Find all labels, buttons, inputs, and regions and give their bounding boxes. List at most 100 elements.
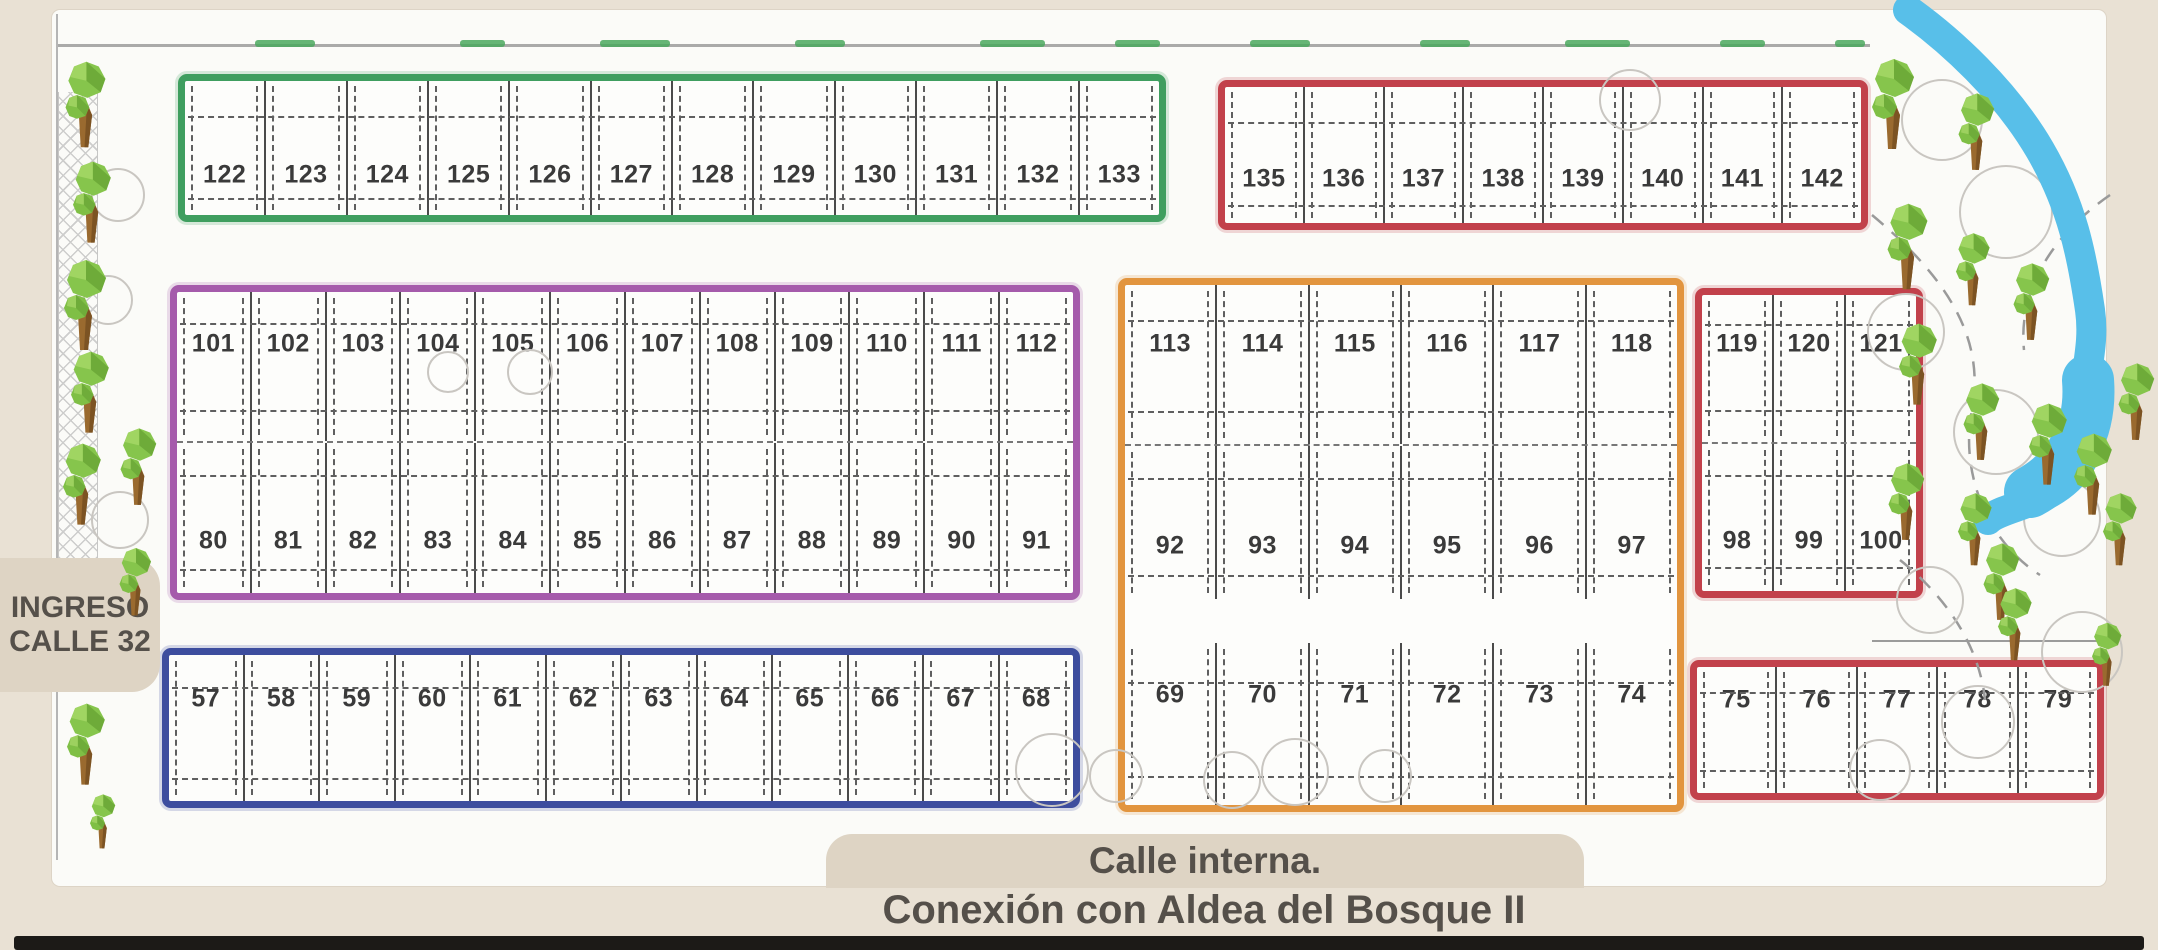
lot-setback-lines: [930, 660, 992, 796]
lot-setback-lines: [557, 449, 618, 588]
lot-setback-lines: [477, 660, 539, 796]
lot-number: 95: [1432, 531, 1462, 560]
lot-setback-lines: [1315, 649, 1394, 799]
lot-87: 87: [698, 443, 774, 593]
lot-71: 71: [1307, 643, 1400, 806]
lot-number: 128: [691, 160, 735, 189]
lot-142: 142: [1781, 87, 1861, 223]
lot-123: 123: [264, 81, 345, 215]
lot-number: 89: [872, 526, 902, 554]
lot-69: 69: [1125, 643, 1215, 805]
lot-98: 98: [1702, 444, 1772, 591]
lot-setback-lines: [1315, 291, 1394, 438]
lot-number: 106: [565, 329, 610, 358]
lot-number: 85: [573, 526, 602, 554]
lot-103: 103: [324, 292, 400, 442]
lot-setback-lines: [781, 449, 843, 588]
lot-row: 98 99 100: [1702, 442, 1916, 591]
lot-number: 117: [1518, 329, 1561, 358]
lot-number: 131: [935, 160, 979, 189]
lot-number: 77: [1882, 685, 1912, 714]
right-street-line: [1872, 640, 2106, 642]
lot-118: 118: [1584, 285, 1677, 445]
lot-setback-lines: [332, 449, 394, 588]
entrance-label-line1: INGRESO: [10, 591, 150, 625]
lot-setback-lines: [779, 660, 841, 796]
lot-88: 88: [773, 443, 849, 593]
lot-95: 95: [1399, 446, 1492, 600]
lot-setback-lines: [1780, 449, 1838, 586]
lot-setback-lines: [931, 297, 993, 436]
lot-number: 116: [1426, 329, 1469, 358]
setback-dashed-line: [180, 323, 1070, 326]
lot-number: 76: [1802, 685, 1832, 714]
lot-number: 74: [1617, 680, 1647, 709]
lot-setback-lines: [1407, 452, 1487, 594]
lot-number: 90: [947, 526, 977, 554]
lot-setback-lines: [1004, 86, 1072, 210]
lot-number: 109: [790, 329, 834, 358]
lot-number: 142: [1800, 164, 1844, 193]
lot-row: 113 114 115 116 117 118: [1125, 285, 1677, 445]
lot-number: 86: [647, 526, 677, 554]
lot-number: 114: [1241, 329, 1284, 358]
setback-dashed-line: [180, 409, 1070, 412]
lot-110: 110: [848, 292, 923, 442]
lot-setback-lines: [516, 86, 584, 210]
lot-91: 91: [998, 443, 1073, 593]
setback-dashed-line: [1128, 320, 1674, 322]
lot-122: 122: [185, 81, 264, 215]
bottom-black-bar: [14, 936, 2144, 950]
lot-number: 104: [416, 329, 460, 358]
lot-setback-lines: [326, 660, 388, 796]
lot-number: 75: [1721, 685, 1751, 714]
setback-dashed-line: [180, 569, 1070, 571]
lot-number: 69: [1155, 680, 1185, 709]
lot-121: 121: [1844, 295, 1916, 442]
entrance-label: INGRESO CALLE 32: [0, 558, 160, 692]
lot-setback-lines: [2024, 672, 2092, 788]
lot-number: 78: [1963, 685, 1992, 714]
lot-85: 85: [549, 443, 624, 593]
lot-97: 97: [1584, 446, 1677, 600]
lot-setback-lines: [434, 86, 503, 210]
lot-setback-lines: [1310, 92, 1377, 218]
lot-row: 92 93 94 95 96 97: [1125, 444, 1677, 600]
lot-number: 73: [1525, 680, 1554, 709]
lot-83: 83: [399, 443, 474, 593]
lot-number: 141: [1720, 164, 1764, 193]
lot-setback-lines: [183, 297, 244, 436]
lot-setback-lines: [922, 86, 991, 210]
lot-124: 124: [345, 81, 427, 215]
lot-setback-lines: [257, 297, 319, 436]
setback-dashed-line: [1700, 770, 2094, 773]
setback-dashed-line: [180, 474, 1070, 477]
lot-104: 104: [399, 292, 474, 442]
lot-140: 140: [1621, 87, 1702, 223]
lot-133: 133: [1077, 81, 1159, 215]
lot-setback-lines: [1780, 300, 1838, 437]
lot-105: 105: [474, 292, 549, 442]
lot-119: 119: [1702, 295, 1772, 442]
connection-label: Conexión con Aldea del Bosque II: [882, 888, 1526, 932]
lot-72: 72: [1399, 643, 1492, 806]
lot-row: 101 102 103 104 105 106 107 108 109 110 111 112: [177, 292, 1073, 442]
lot-78: 78: [1936, 667, 2016, 793]
lot-setback-lines: [1390, 92, 1457, 218]
lot-number: 108: [715, 329, 759, 358]
internal-street-gap: [1125, 599, 1677, 644]
lot-setback-lines: [1789, 92, 1855, 218]
lot-setback-lines: [332, 297, 394, 436]
lot-number: 71: [1340, 680, 1370, 709]
lot-setback-lines: [1592, 291, 1671, 438]
lot-number: 98: [1722, 526, 1752, 555]
lot-setback-lines: [631, 297, 693, 436]
lot-setback-lines: [597, 86, 665, 210]
lot-106: 106: [549, 292, 624, 442]
lot-setback-lines: [353, 86, 421, 210]
lot-setback-lines: [1005, 660, 1067, 796]
setback-dashed-line: [172, 777, 1070, 780]
lot-setback-lines: [1223, 291, 1302, 438]
setback-dashed-line: [1128, 574, 1674, 577]
lot-86: 86: [623, 443, 699, 593]
